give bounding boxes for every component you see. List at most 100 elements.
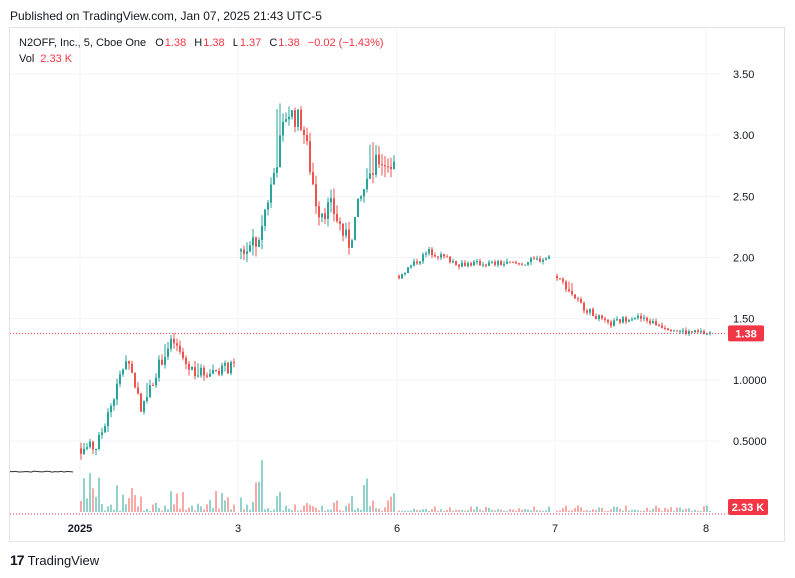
- price-trace-segment: [60, 470, 65, 473]
- candle-body: [176, 343, 178, 346]
- volume-bar: [568, 510, 570, 512]
- volume-bar: [122, 494, 124, 512]
- volume-bar: [336, 500, 338, 512]
- volume-bar: [206, 504, 208, 512]
- volume-bar: [667, 509, 669, 512]
- volume-bar: [691, 510, 693, 512]
- volume-bar: [170, 491, 172, 512]
- volume-bar: [709, 510, 711, 512]
- candle-body: [104, 426, 106, 433]
- volume-bar: [354, 509, 356, 512]
- candle-body: [179, 345, 181, 352]
- candle-body: [604, 318, 606, 320]
- candle-body: [607, 319, 609, 323]
- volume-bar: [384, 507, 386, 512]
- volume-bar: [267, 508, 269, 512]
- candle-body: [455, 261, 457, 265]
- tradingview-logo-icon: 17: [10, 552, 25, 568]
- candle-body: [482, 264, 484, 266]
- candle-body: [369, 173, 371, 179]
- volume-bar: [357, 508, 359, 512]
- candle-body: [410, 265, 412, 268]
- volume-bar: [455, 509, 457, 512]
- symbol-name[interactable]: N2OFF, Inc., 5, Cboe One: [19, 37, 147, 49]
- volume-bar: [273, 509, 275, 512]
- candle-body: [116, 383, 118, 400]
- candle-body: [518, 263, 520, 265]
- volume-bar: [158, 507, 160, 512]
- volume-bar: [240, 497, 242, 512]
- volume-bar: [622, 510, 624, 512]
- chart-legend: N2OFF, Inc., 5, Cboe One O1.38 H1.38 L1.…: [19, 35, 389, 67]
- candle-body: [682, 330, 684, 332]
- candle-body: [437, 256, 439, 258]
- volume-bar: [149, 510, 151, 512]
- volume-bar: [533, 506, 535, 512]
- candle-body: [273, 172, 275, 185]
- candle-body: [137, 387, 139, 394]
- candle-body: [443, 254, 445, 257]
- candle-body: [571, 290, 573, 295]
- candle-body: [264, 209, 266, 226]
- candle-body: [667, 328, 669, 331]
- volume-bar: [601, 507, 603, 512]
- volume-bar: [679, 507, 681, 512]
- candle-body: [89, 441, 91, 448]
- volume-bar: [556, 510, 558, 512]
- volume-bar: [375, 508, 377, 512]
- volume-bar: [291, 510, 293, 512]
- volume-bar: [688, 508, 690, 512]
- candle-body: [224, 362, 226, 366]
- candle-body: [655, 321, 657, 326]
- volume-bar: [649, 510, 651, 512]
- high-label: H: [194, 37, 203, 49]
- published-caption: Published on TradingView.com, Jan 07, 20…: [10, 9, 322, 23]
- volume-bar: [700, 510, 702, 512]
- candle-body: [685, 330, 687, 334]
- volume-bar: [416, 510, 418, 512]
- candle-body: [324, 213, 326, 219]
- legend-volume-row: Vol 2.33 K: [19, 51, 389, 67]
- candle-body: [360, 196, 362, 199]
- candle-body: [565, 281, 567, 290]
- candle-body: [339, 221, 341, 224]
- volume-bar: [104, 510, 106, 512]
- volume-bar: [664, 507, 666, 512]
- volume-bar: [369, 506, 371, 512]
- volume-bar: [518, 508, 520, 512]
- volume-bar: [107, 506, 109, 512]
- volume-bar: [562, 508, 564, 512]
- candle-body: [164, 356, 166, 365]
- candle-body: [270, 184, 272, 203]
- volume-bar: [548, 506, 550, 512]
- candle-body: [294, 110, 296, 127]
- candle-body: [422, 254, 424, 262]
- candle-body: [348, 229, 350, 248]
- volume-bar: [279, 491, 281, 512]
- volume-bar: [404, 510, 406, 512]
- volume-label[interactable]: Vol: [19, 53, 35, 65]
- volume-bar: [173, 504, 175, 512]
- volume-bar: [131, 488, 133, 512]
- candle-body: [378, 154, 380, 165]
- candle-body: [149, 385, 151, 398]
- candle-body: [333, 198, 335, 214]
- candle-body: [194, 366, 196, 377]
- x-tick-label: 8: [703, 523, 709, 535]
- candle-body: [318, 206, 320, 218]
- volume-bar: [661, 510, 663, 512]
- candle-body: [446, 256, 448, 258]
- candle-body: [559, 278, 561, 280]
- volume-bar: [161, 510, 163, 512]
- volume-bar: [258, 481, 260, 512]
- candle-body: [200, 367, 202, 376]
- candle-body: [249, 245, 251, 252]
- volume-bar: [694, 509, 696, 512]
- price-trace-segment: [42, 470, 47, 473]
- volume-bar: [640, 510, 642, 512]
- candle-body: [500, 261, 502, 266]
- volume-bar: [197, 503, 199, 512]
- candle-body: [688, 331, 690, 334]
- candle-body: [562, 278, 564, 282]
